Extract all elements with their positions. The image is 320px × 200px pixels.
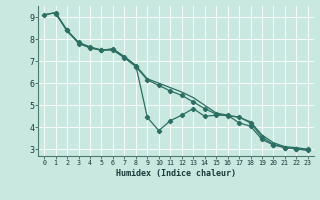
X-axis label: Humidex (Indice chaleur): Humidex (Indice chaleur) (116, 169, 236, 178)
